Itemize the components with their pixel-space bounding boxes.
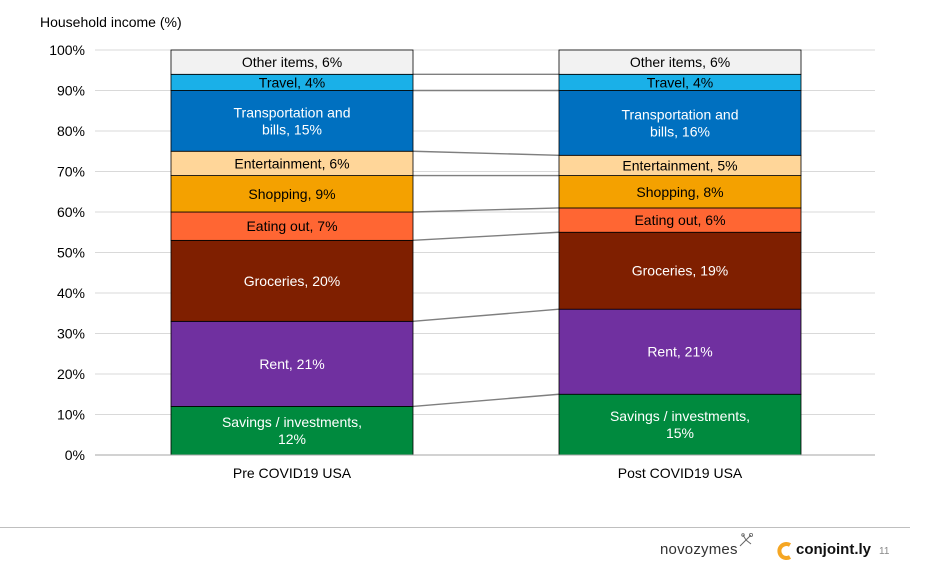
data-label: Groceries, 20% xyxy=(244,273,340,289)
series-line xyxy=(412,231,560,242)
bar-segment xyxy=(170,90,414,152)
y-tick-label: 30% xyxy=(57,326,85,342)
novozymes-logo: novozymes xyxy=(660,541,738,558)
data-label: Rent, 21% xyxy=(647,344,712,360)
x-category-label: Post COVID19 USA xyxy=(618,465,743,481)
segment-labels: Savings / investments, 12% Savings / inves… xyxy=(222,54,750,447)
bar-segment xyxy=(558,308,802,395)
data-label: Eating out, 7% xyxy=(246,218,337,234)
data-label: Other items, 6% xyxy=(630,54,730,70)
y-tick-label: 50% xyxy=(57,245,85,261)
data-label: Entertainment, 5% xyxy=(622,157,737,173)
page-number: 11 xyxy=(879,546,890,557)
bar-segment xyxy=(170,49,414,75)
bar-segment xyxy=(558,207,802,233)
bar-segment xyxy=(170,405,414,456)
y-tick-labels: 0% 10% 20% 30% 40% 50% 60% 70% 80% 90% 100% xyxy=(49,42,85,463)
bar-segment xyxy=(558,175,802,209)
series-line xyxy=(412,393,560,408)
footer-divider xyxy=(0,527,910,528)
y-tick-label: 60% xyxy=(57,204,85,220)
y-tick-label: 10% xyxy=(57,407,85,423)
bar-segment xyxy=(170,211,414,241)
y-tick-label: 90% xyxy=(57,83,85,99)
data-label: Savings / investments, 12% xyxy=(222,414,362,447)
y-tick-label: 100% xyxy=(49,42,85,58)
bar-segment xyxy=(170,175,414,213)
data-label: Eating out, 6% xyxy=(634,212,725,228)
bar-segment xyxy=(170,320,414,407)
novozymes-mark-icon xyxy=(739,532,753,547)
data-label: Travel, 4% xyxy=(647,74,713,90)
x-category-label: Pre COVID19 USA xyxy=(233,465,352,481)
data-label: Other items, 6% xyxy=(242,54,342,70)
series-line xyxy=(412,308,560,323)
data-label: Savings / investments, 15% xyxy=(610,408,750,441)
bar-segment xyxy=(558,231,802,310)
y-tick-label: 0% xyxy=(65,447,85,463)
series-line xyxy=(412,150,560,156)
series-line xyxy=(412,207,560,213)
y-tick-label: 20% xyxy=(57,366,85,382)
bar-segment xyxy=(558,393,802,456)
conjointly-logo-icon xyxy=(777,542,792,560)
category-labels: Pre COVID19 USA Post COVID19 USA xyxy=(233,465,743,481)
data-label: Transportation and bills, 16% xyxy=(622,106,739,139)
data-label: Shopping, 8% xyxy=(636,184,723,200)
data-label: Travel, 4% xyxy=(259,74,325,90)
data-label: Transportation and bills, 15% xyxy=(234,104,351,137)
y-tick-label: 40% xyxy=(57,285,85,301)
bar-segment xyxy=(170,239,414,322)
data-label: Rent, 21% xyxy=(259,356,324,372)
conjointly-logo-text: conjoint.ly xyxy=(796,541,871,558)
y-tick-label: 80% xyxy=(57,123,85,139)
y-tick-label: 70% xyxy=(57,164,85,180)
bar-segment xyxy=(558,90,802,156)
data-label: Entertainment, 6% xyxy=(234,155,349,171)
series-lines xyxy=(412,73,560,408)
data-label: Shopping, 9% xyxy=(248,186,335,202)
data-label: Groceries, 19% xyxy=(632,263,728,279)
bars xyxy=(170,49,802,456)
y-axis-title: Household income (%) xyxy=(40,14,182,30)
bar-segment xyxy=(558,49,802,75)
